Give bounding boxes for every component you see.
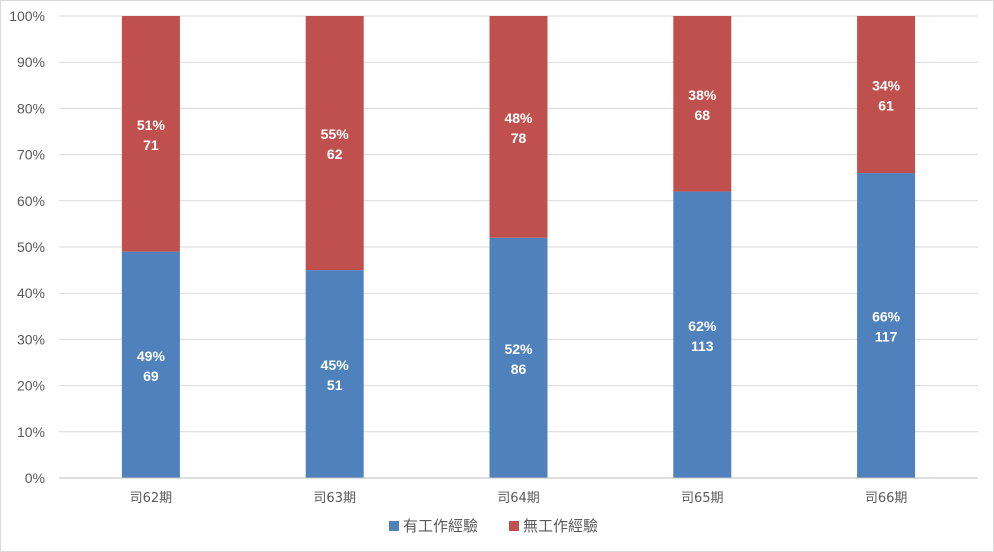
bar-segment-with-experience — [673, 191, 732, 478]
x-tick-label: 司65期 — [681, 491, 724, 506]
data-label-percent: 66% — [872, 309, 901, 325]
y-tick-label: 20% — [17, 378, 45, 394]
data-label-percent: 45% — [321, 357, 350, 373]
data-label-percent: 48% — [504, 110, 533, 126]
data-label-percent: 49% — [137, 348, 166, 364]
y-tick-label: 80% — [17, 100, 45, 116]
y-tick-label: 100% — [9, 8, 45, 24]
bar-segment-without-experience — [673, 16, 732, 192]
y-tick-label: 40% — [17, 285, 45, 301]
data-label-count: 78 — [511, 130, 527, 146]
bar-segment-with-experience — [305, 270, 364, 478]
y-tick-label: 90% — [17, 54, 45, 70]
data-label-count: 69 — [143, 368, 159, 384]
y-axis: 0% 10% 20% 30% 40% 50% 60% 70% 80% 90% 100% — [9, 8, 45, 486]
bar-segment-without-experience — [121, 16, 180, 252]
x-tick-label: 司62期 — [130, 491, 173, 506]
y-tick-label: 60% — [17, 193, 45, 209]
x-tick-label: 司64期 — [497, 491, 540, 506]
bar-segment-with-experience — [489, 237, 548, 478]
data-label-count: 61 — [878, 98, 894, 114]
data-label-percent: 52% — [504, 341, 533, 357]
data-label-count: 71 — [143, 137, 159, 153]
bar-segment-without-experience — [305, 16, 364, 271]
data-label-percent: 62% — [688, 318, 717, 334]
data-label-count: 51 — [327, 377, 343, 393]
y-tick-label: 50% — [17, 239, 45, 255]
data-label-percent: 38% — [688, 87, 717, 103]
data-label-count: 86 — [511, 361, 527, 377]
bar-segment-with-experience — [121, 251, 180, 478]
x-tick-label: 司63期 — [313, 491, 356, 506]
bars — [121, 16, 916, 478]
x-axis: 司62期 司63期 司64期 司65期 司66期 — [59, 477, 978, 506]
y-tick-label: 0% — [25, 470, 45, 486]
data-label-count: 68 — [695, 107, 711, 123]
x-tick-label: 司66期 — [865, 491, 908, 506]
legend-label: 無工作經驗 — [523, 517, 598, 535]
data-label-count: 62 — [327, 146, 343, 162]
data-label-percent: 55% — [321, 126, 350, 142]
legend: 有工作經驗 無工作經驗 — [389, 517, 598, 535]
data-label-percent: 51% — [137, 117, 166, 133]
legend-label: 有工作經驗 — [403, 517, 478, 535]
legend-swatch — [509, 521, 519, 531]
y-tick-label: 70% — [17, 147, 45, 163]
y-tick-label: 10% — [17, 424, 45, 440]
data-label-count: 113 — [691, 338, 714, 354]
data-labels: 49% 69 51% 71 45% 51 55% 62 52% 86 48% 78 62% 113 38% 6… — [137, 78, 901, 394]
data-label-percent: 34% — [872, 78, 901, 94]
bar-segment-without-experience — [489, 16, 548, 238]
data-label-count: 117 — [875, 329, 898, 345]
bar-segment-without-experience — [857, 16, 916, 174]
y-tick-label: 30% — [17, 331, 45, 347]
bar-segment-with-experience — [857, 173, 916, 478]
legend-swatch — [389, 521, 399, 531]
